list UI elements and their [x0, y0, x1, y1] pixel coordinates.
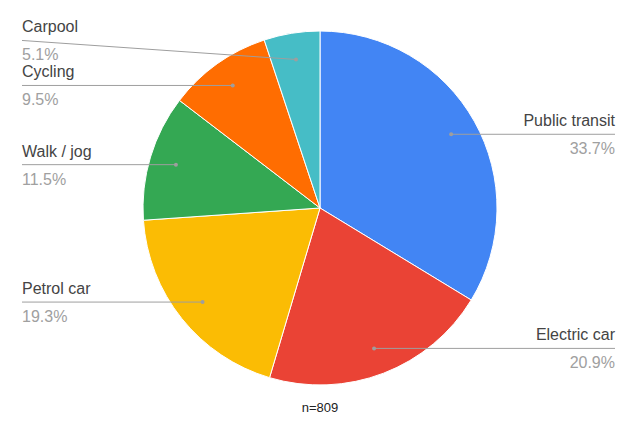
leader-line [22, 164, 176, 165]
data-label: 20.9% [570, 354, 615, 371]
subtitle: n=809 [302, 400, 339, 415]
data-label: 19.3% [22, 308, 67, 325]
leader-line [22, 302, 203, 303]
category-label: Walk / jog [22, 143, 92, 160]
category-label: Carpool [22, 18, 78, 35]
leader-line [22, 40, 296, 59]
leader-dot [294, 57, 298, 61]
category-label: Petrol car [22, 280, 91, 297]
leader-line [451, 134, 615, 135]
leader-line [22, 85, 233, 86]
leader-dot [231, 83, 235, 87]
pie-slice [143, 208, 320, 378]
data-label: 33.7% [570, 140, 615, 157]
leader-dot [201, 300, 205, 304]
leader-dot [449, 132, 453, 136]
data-label: 9.5% [22, 91, 58, 108]
data-label: 5.1% [22, 46, 58, 63]
chart: Public transit 33.7% Electric car 20.9% Petr… [0, 0, 640, 425]
data-label: 11.5% [22, 171, 66, 188]
pie [143, 31, 497, 385]
category-label: Cycling [22, 63, 74, 80]
category-label: Public transit [523, 112, 615, 129]
leader-dot [174, 163, 178, 167]
leader-line [374, 348, 615, 349]
category-label: Electric car [536, 326, 616, 343]
leader-dot [372, 346, 376, 350]
labels: Public transit 33.7% Electric car 20.9% Petr… [22, 18, 616, 371]
